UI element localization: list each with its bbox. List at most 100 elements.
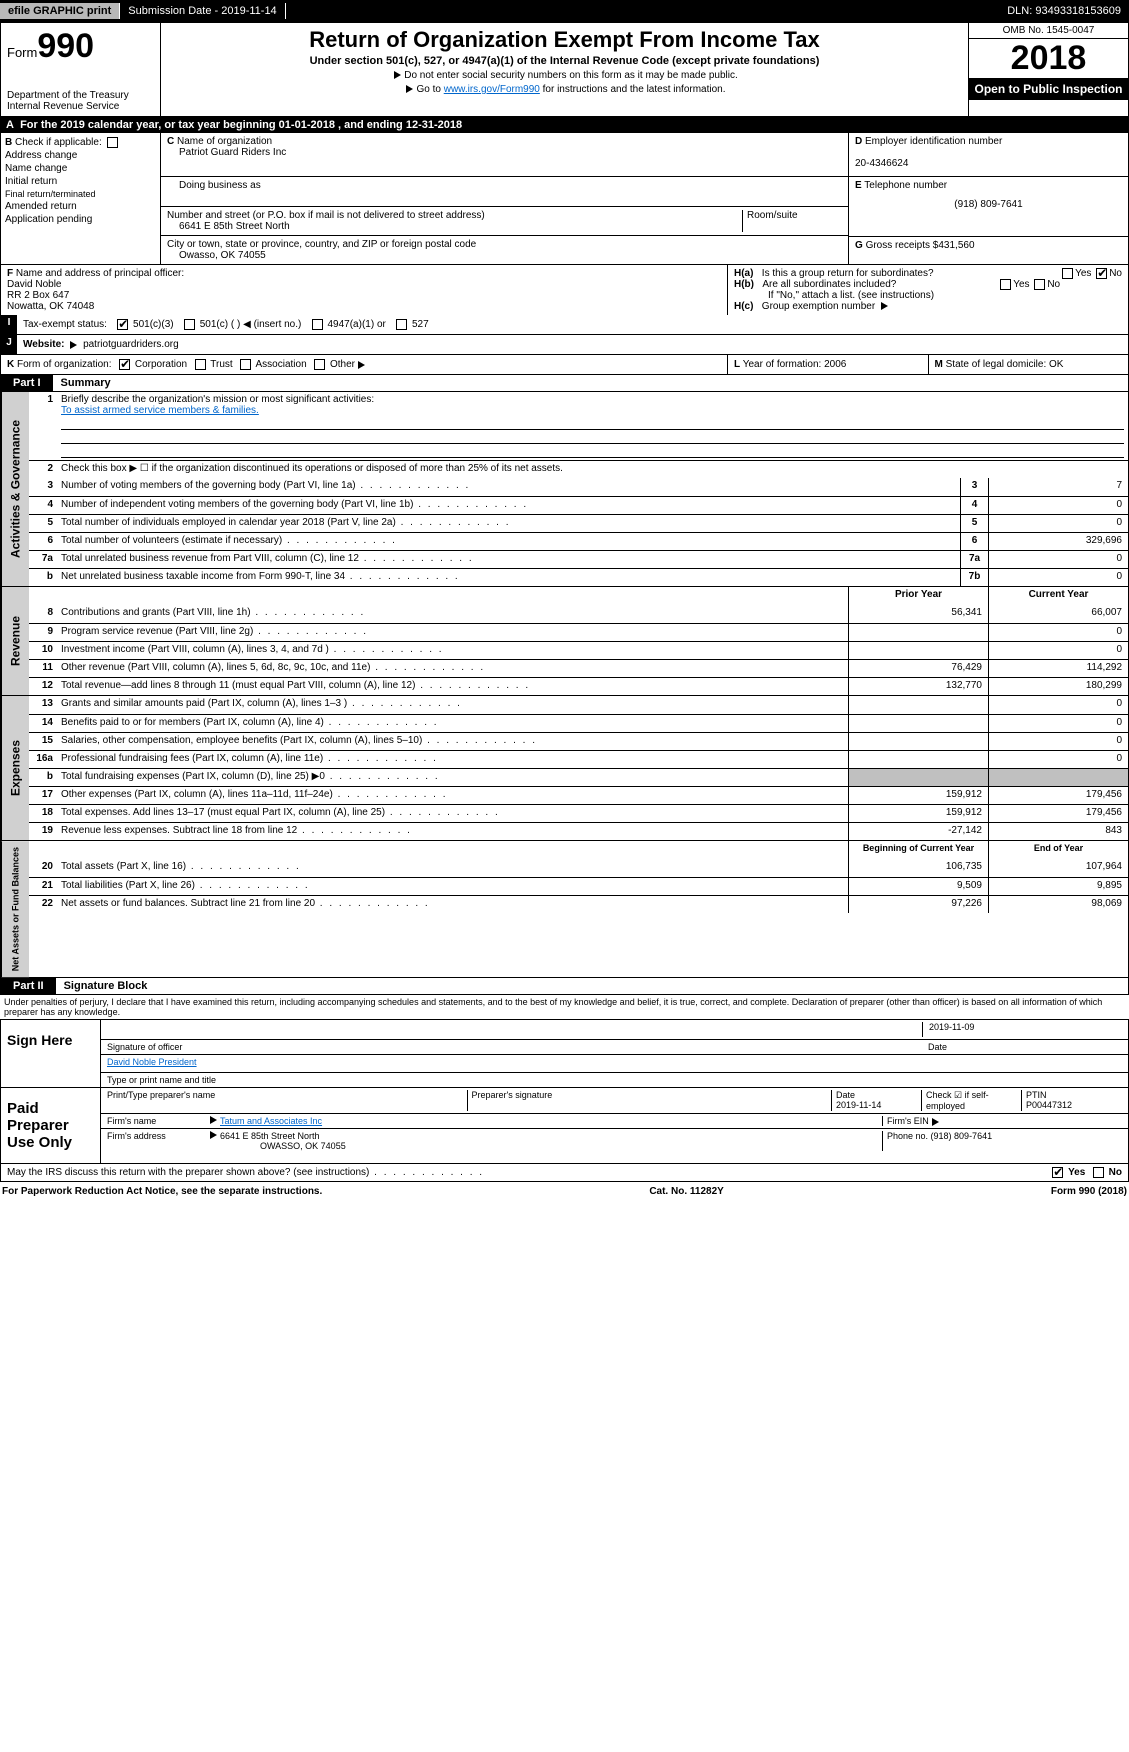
section-klm: K Form of organization: Corporation Trus… [0, 355, 1129, 375]
dept-treasury: Department of the Treasury [7, 90, 154, 101]
prior-year-hdr: Prior Year [848, 587, 988, 605]
addr-change: Address change [5, 150, 156, 161]
end-year-hdr: End of Year [988, 841, 1128, 859]
discuss-text: May the IRS discuss this return with the… [7, 1167, 369, 1178]
sign-date: 2019-11-09 [922, 1022, 1122, 1037]
checkbox-yes[interactable] [1052, 1167, 1063, 1178]
arrow-icon [210, 1131, 217, 1139]
city-state-zip: Owasso, OK 74055 [167, 250, 266, 261]
checkbox[interactable] [1034, 279, 1045, 290]
opt-501c3: 501(c)(3) [133, 319, 174, 330]
officer-label: Name and address of principal officer: [16, 268, 184, 279]
name-title-label: Type or print name and title [101, 1073, 1128, 1087]
officer-name: David Noble [7, 279, 61, 290]
ha-text: Is this a group return for subordinates? [762, 268, 934, 279]
room-suite: Room/suite [742, 210, 842, 232]
irs-label: Internal Revenue Service [7, 101, 154, 112]
opt-assoc: Association [256, 359, 307, 370]
org-name-label: Name of organization [177, 136, 272, 147]
section-bcd: B Check if applicable: Address change Na… [0, 133, 1129, 265]
vtab-net: Net Assets or Fund Balances [1, 841, 29, 977]
form-header: Form990 Department of the Treasury Inter… [0, 22, 1129, 117]
insert-no: (insert no.) [254, 319, 302, 330]
form-prefix: Form [7, 45, 37, 60]
arrow-icon [358, 361, 365, 369]
opt-corp: Corporation [135, 359, 187, 370]
date-label: Date [922, 1042, 1122, 1052]
check-applicable: Check if applicable: [15, 137, 102, 148]
part1-title: Summary [53, 375, 119, 391]
officer-sig-name[interactable]: David Noble President [107, 1057, 197, 1070]
mission-text[interactable]: To assist armed service members & famili… [61, 405, 259, 416]
checkbox-no[interactable] [1093, 1167, 1104, 1178]
part1-label: Part I [1, 375, 53, 391]
domicile: OK [1049, 359, 1063, 370]
initial-return: Initial return [5, 176, 156, 187]
open-public: Open to Public Inspection [969, 78, 1128, 100]
hb-text: Are all subordinates included? [762, 279, 896, 290]
checkbox[interactable] [184, 319, 195, 330]
checkbox[interactable] [312, 319, 323, 330]
part2-title: Signature Block [56, 978, 156, 994]
mission-label: Briefly describe the organization's miss… [61, 394, 374, 405]
arrow-icon [932, 1118, 939, 1126]
hb-note: If "No," attach a list. (see instruction… [734, 290, 1122, 301]
goto-post: for instructions and the latest informat… [540, 84, 726, 95]
form-title: Return of Organization Exempt From Incom… [165, 27, 964, 53]
opt-4947: 4947(a)(1) or [327, 319, 385, 330]
addr-label: Number and street (or P.O. box if mail i… [167, 210, 485, 221]
checkbox[interactable] [314, 359, 325, 370]
sig-officer-label: Signature of officer [107, 1042, 922, 1052]
form-subtitle: Under section 501(c), 527, or 4947(a)(1)… [165, 55, 964, 67]
form-number: 990 [37, 27, 94, 65]
omb-number: OMB No. 1545-0047 [969, 23, 1128, 39]
submission-date: Submission Date - 2019-11-14 [120, 3, 285, 19]
dba-label: Doing business as [167, 180, 261, 191]
checkbox[interactable] [195, 359, 206, 370]
ssn-note: Do not enter social security numbers on … [404, 70, 737, 81]
opt-trust: Trust [210, 359, 232, 370]
preparer-sig-label: Preparer's signature [468, 1090, 833, 1111]
part2-label: Part II [1, 978, 56, 994]
checkbox[interactable] [1062, 268, 1073, 279]
year-formation-label: Year of formation: [743, 359, 822, 370]
arrow-icon [70, 341, 77, 349]
efile-badge: efile GRAPHIC print [0, 3, 120, 19]
firm-phone: Phone no. (918) 809-7641 [882, 1131, 1122, 1151]
ptin-label: PTIN [1026, 1090, 1047, 1100]
vtab-expenses: Expenses [1, 696, 29, 840]
website-value: patriotguardriders.org [83, 339, 179, 350]
irs-link[interactable]: www.irs.gov/Form990 [444, 84, 540, 95]
section-j: J Website: patriotguardriders.org [0, 335, 1129, 355]
goto-pre: Go to [416, 84, 443, 95]
checkbox-checked[interactable] [1096, 268, 1107, 279]
phone-label: Telephone number [864, 180, 947, 191]
firm-name[interactable]: Tatum and Associates Inc [220, 1116, 322, 1126]
begin-year-hdr: Beginning of Current Year [848, 841, 988, 859]
checkbox[interactable] [1000, 279, 1011, 290]
gross-value: 431,560 [938, 240, 974, 251]
net-assets-section: Net Assets or Fund Balances Beginning of… [0, 841, 1129, 978]
box-b: B Check if applicable: Address change Na… [1, 133, 161, 264]
arrow-icon [881, 302, 888, 310]
paperwork-notice: For Paperwork Reduction Act Notice, see … [2, 1186, 322, 1197]
checkbox[interactable] [396, 319, 407, 330]
opt-501c: 501(c) ( ) [200, 319, 241, 330]
perjury-text: Under penalties of perjury, I declare th… [0, 995, 1129, 1019]
firm-addr: 6641 E 85th Street North [220, 1131, 320, 1141]
form-org-label: Form of organization: [17, 359, 112, 370]
vtab-governance: Activities & Governance [1, 392, 29, 586]
checkbox[interactable] [240, 359, 251, 370]
checkbox-501c3[interactable] [117, 319, 128, 330]
checkbox[interactable] [107, 137, 118, 148]
sign-here: Sign Here [1, 1020, 101, 1087]
checkbox-corp[interactable] [119, 359, 130, 370]
arrow-icon [394, 71, 401, 79]
row-a: A For the 2019 calendar year, or tax yea… [0, 117, 1129, 133]
box-h: H(a) Is this a group return for subordin… [728, 265, 1128, 315]
name-change: Name change [5, 163, 156, 174]
website-label: Website: [23, 339, 65, 350]
box-c: C Name of organizationPatriot Guard Ride… [161, 133, 848, 264]
firm-addr-label: Firm's address [107, 1131, 207, 1151]
line2-text: Check this box ▶ ☐ if the organization d… [57, 461, 1128, 478]
